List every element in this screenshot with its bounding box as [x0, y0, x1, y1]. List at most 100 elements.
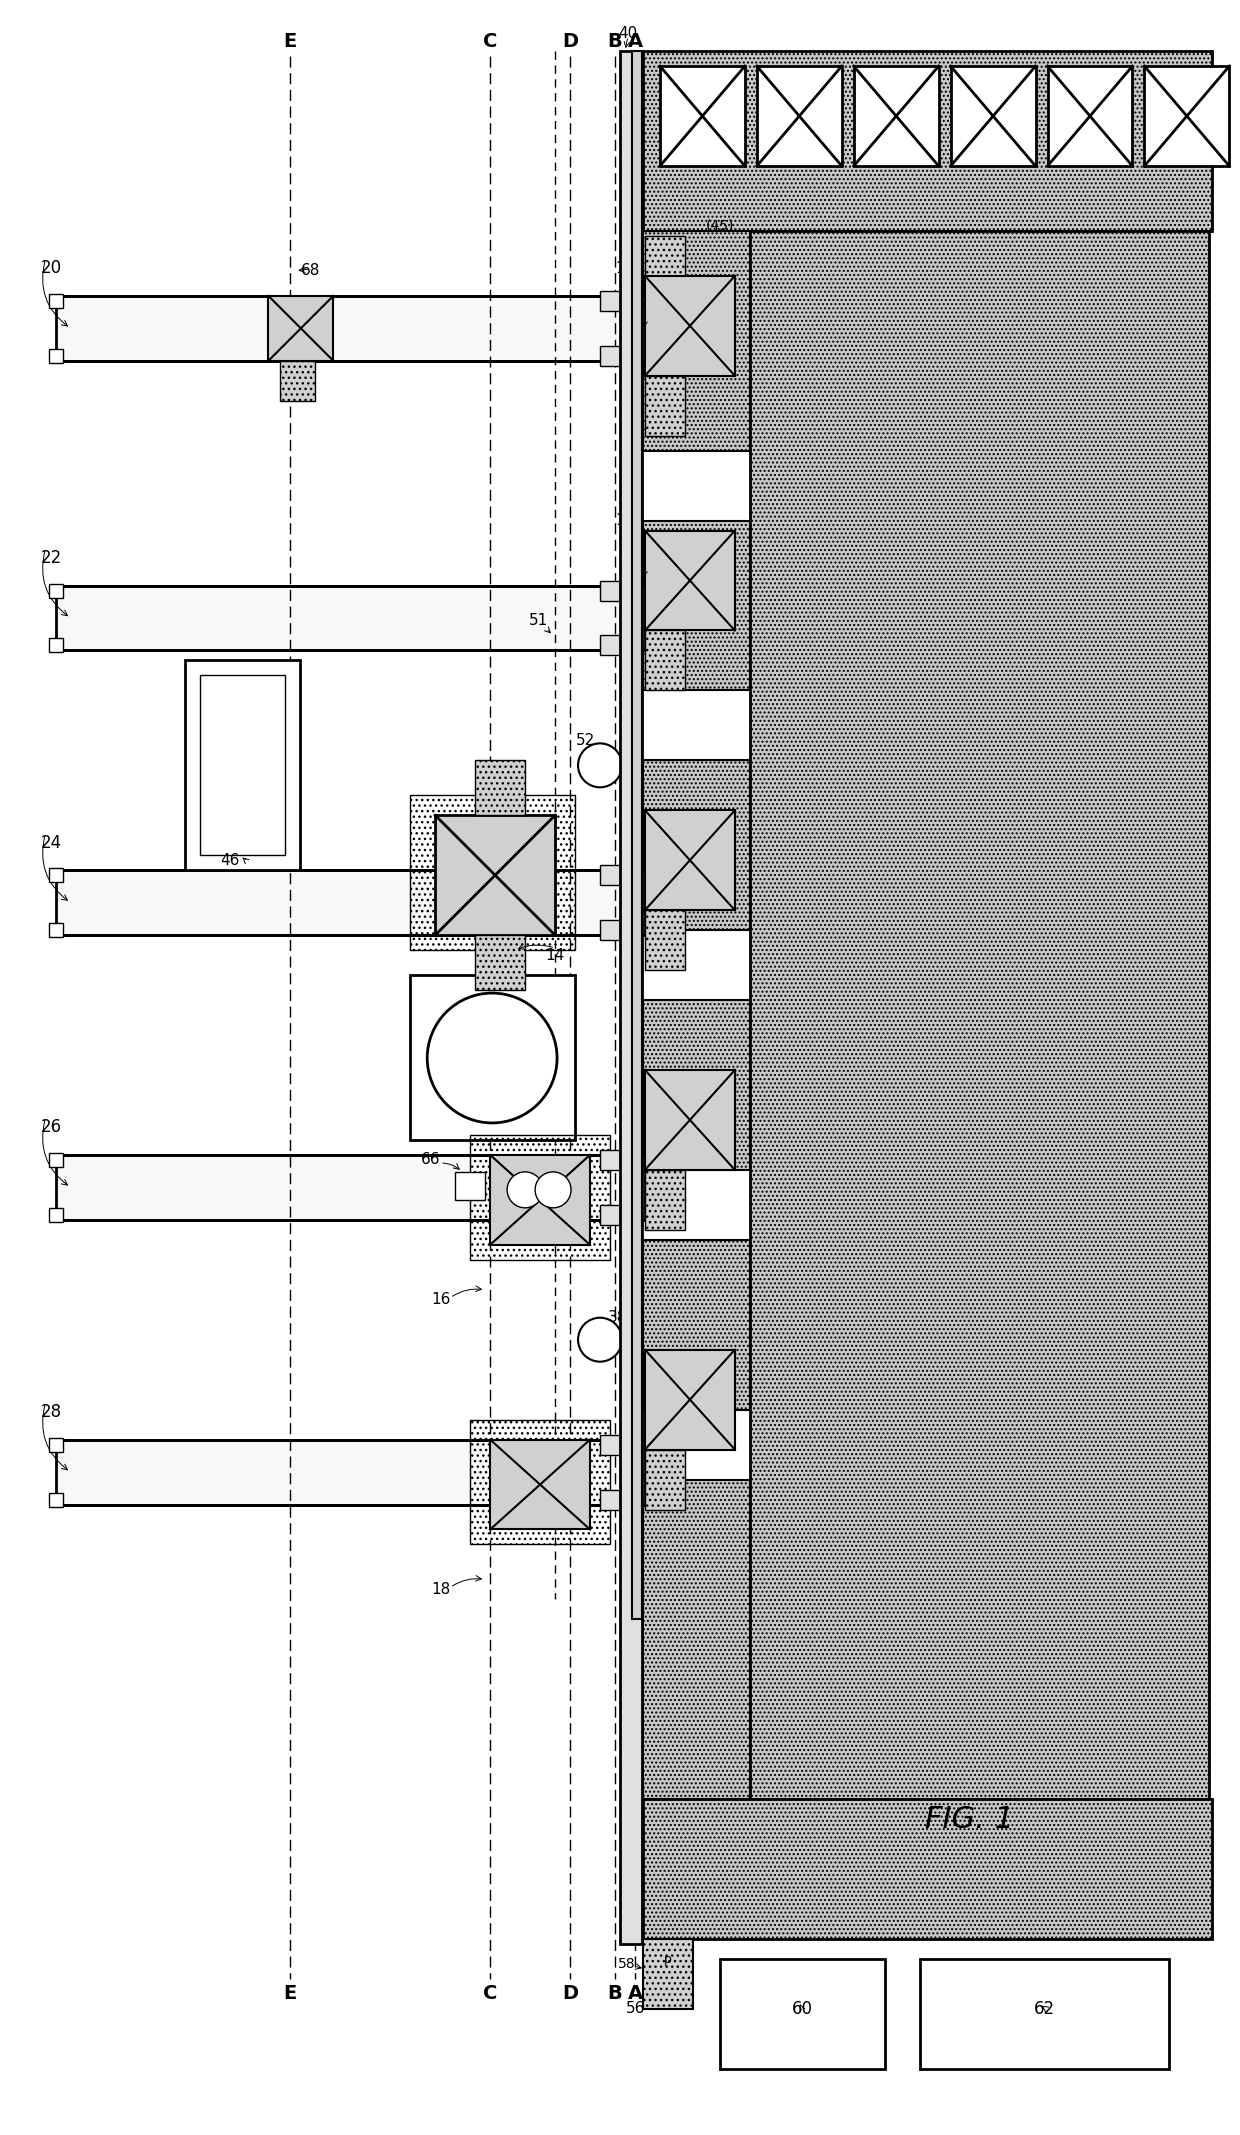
Bar [853, 66, 939, 167]
Bar [600, 920, 620, 939]
Bar [600, 865, 620, 886]
Bar [470, 1136, 610, 1260]
Bar [435, 816, 556, 935]
Text: (45): (45) [706, 220, 734, 233]
Text: 12: 12 [616, 512, 635, 527]
Bar [645, 237, 684, 290]
Bar [645, 532, 735, 630]
Bar [455, 1172, 485, 1200]
Text: C: C [482, 1983, 497, 2003]
Text: 22: 22 [41, 549, 62, 568]
Bar [490, 1439, 590, 1529]
Text: D: D [562, 1983, 578, 2003]
Text: C: C [482, 32, 497, 51]
Bar [48, 1492, 63, 1507]
Bar [268, 297, 334, 361]
Text: 68: 68 [300, 263, 320, 278]
Text: 44: 44 [624, 214, 644, 228]
Bar [48, 638, 63, 653]
Bar [56, 1439, 645, 1505]
Text: p: p [663, 1954, 672, 1966]
Text: 24: 24 [41, 835, 62, 852]
Text: E: E [284, 1983, 298, 2003]
Text: A: A [627, 1983, 642, 2003]
Circle shape [428, 993, 557, 1123]
Circle shape [507, 1172, 543, 1208]
Bar [48, 1153, 63, 1168]
Text: 10: 10 [616, 260, 635, 275]
Bar [48, 1437, 63, 1452]
Bar [201, 675, 285, 856]
Bar [720, 1960, 884, 2069]
Bar [56, 871, 645, 935]
Text: 62: 62 [1034, 2000, 1055, 2018]
Bar [600, 1435, 620, 1454]
Bar [48, 869, 63, 882]
Bar [600, 346, 620, 365]
Bar [186, 660, 300, 871]
Bar [48, 922, 63, 937]
Bar [645, 275, 735, 376]
Text: A: A [627, 32, 642, 51]
Bar [645, 376, 684, 436]
Text: B: B [608, 1983, 622, 2003]
Text: 51: 51 [528, 613, 548, 628]
Bar [600, 290, 620, 312]
Text: 52: 52 [575, 732, 595, 747]
Bar [645, 630, 684, 690]
Bar [48, 295, 63, 307]
Bar [756, 66, 842, 167]
Bar [470, 1420, 610, 1544]
Bar [644, 1939, 693, 2009]
Bar [645, 1170, 684, 1230]
Bar [644, 1800, 1213, 1939]
Bar [951, 66, 1035, 167]
Bar [600, 1151, 620, 1170]
Text: 60: 60 [792, 2000, 813, 2018]
Bar [1145, 66, 1229, 167]
Bar [750, 231, 1209, 1800]
Bar [644, 51, 1213, 231]
Bar [644, 999, 750, 1170]
Text: 56: 56 [626, 2000, 646, 2015]
Bar [645, 1450, 684, 1509]
Text: FIG. 1: FIG. 1 [925, 1804, 1014, 1834]
Text: 40: 40 [619, 26, 637, 41]
Bar [645, 811, 735, 910]
Bar [410, 976, 575, 1140]
Bar [410, 796, 575, 950]
Bar [644, 1240, 750, 1409]
Text: 38: 38 [608, 1311, 627, 1326]
Bar [645, 1349, 735, 1450]
Bar [600, 1490, 620, 1509]
Text: 58: 58 [619, 1958, 636, 1971]
Text: 14: 14 [546, 948, 564, 963]
Bar [280, 361, 315, 401]
Text: 26: 26 [41, 1119, 62, 1136]
Text: B: B [608, 32, 622, 51]
Bar [645, 1070, 735, 1170]
Bar [600, 636, 620, 655]
Circle shape [536, 1172, 572, 1208]
Bar [645, 910, 684, 969]
Text: 66: 66 [420, 1153, 440, 1168]
Circle shape [578, 743, 622, 788]
Bar [920, 1960, 1169, 2069]
Text: 46: 46 [221, 852, 241, 867]
Bar [1048, 66, 1132, 167]
Bar [600, 1204, 620, 1225]
Bar [660, 66, 745, 167]
Text: D: D [562, 32, 578, 51]
Bar [490, 1155, 590, 1245]
Bar [56, 585, 645, 651]
Bar [475, 760, 525, 816]
Text: 64: 64 [570, 1161, 589, 1176]
Bar [644, 1480, 750, 1800]
Text: E: E [284, 32, 298, 51]
Bar [644, 521, 750, 690]
Bar [632, 51, 642, 1618]
Bar [48, 583, 63, 598]
Text: 20: 20 [41, 258, 62, 278]
Bar [56, 1155, 645, 1219]
Bar [56, 297, 645, 361]
